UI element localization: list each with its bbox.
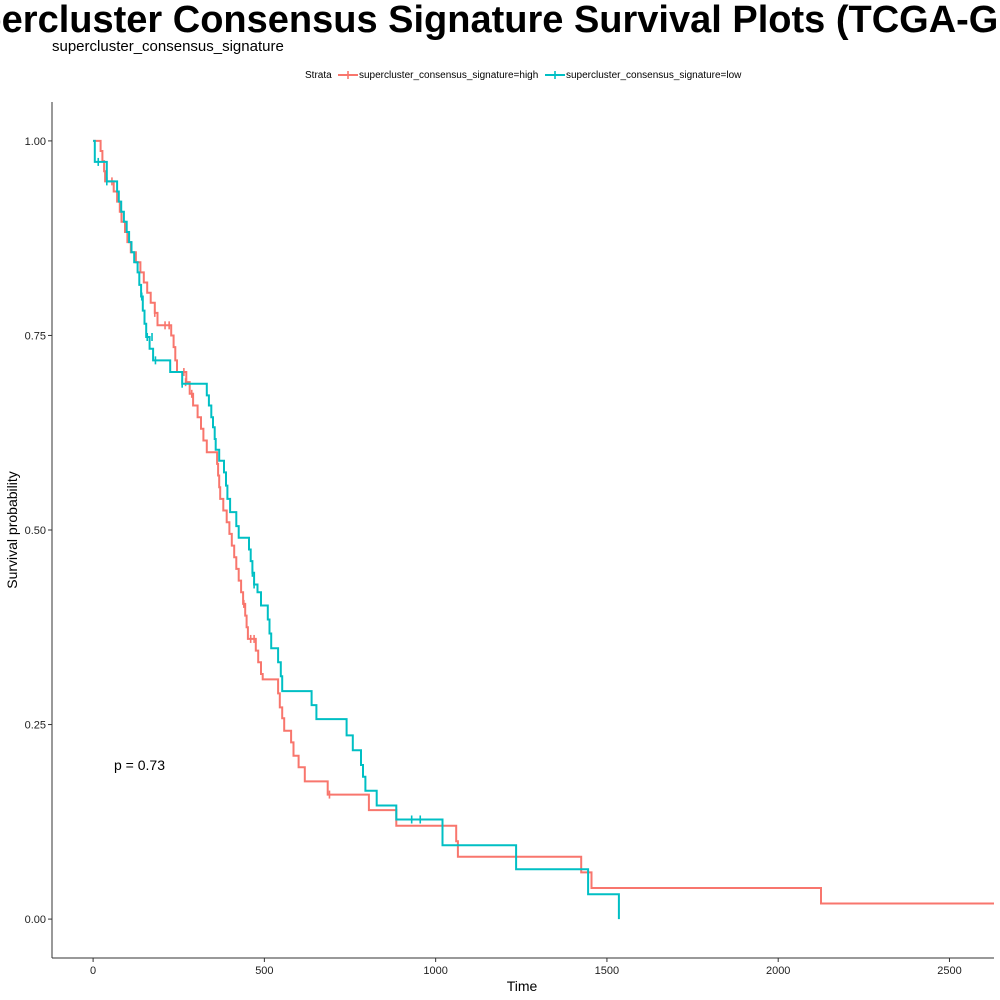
- legend-entry-label: supercluster_consensus_signature=high: [359, 70, 538, 81]
- y-axis-title: Survival probability: [4, 471, 20, 589]
- y-tick-label: 1.00: [25, 136, 46, 148]
- chart-title: Supercluster Consensus Signature Surviva…: [0, 0, 1000, 41]
- x-tick-label: 2000: [766, 965, 790, 977]
- legend-title: Strata: [305, 70, 332, 81]
- plot-panel: 0 500 1000 1500 2000 2500 0.00 0.25 0.50 0.75 1.0…: [25, 102, 994, 977]
- chart-subtitle: supercluster_consensus_signature: [52, 38, 284, 55]
- x-ticks: 0 500 1000 1500 2000 2500: [90, 958, 962, 977]
- x-tick-label: 500: [255, 965, 273, 977]
- x-tick-label: 0: [90, 965, 96, 977]
- survival-curve-high: [93, 139, 994, 905]
- y-tick-label: 0.00: [25, 914, 46, 926]
- legend-entry-label: supercluster_consensus_signature=low: [566, 70, 742, 81]
- x-tick-label: 2500: [937, 965, 961, 977]
- survival-curve-low: [93, 139, 620, 920]
- x-tick-label: 1500: [595, 965, 619, 977]
- x-axis-title: Time: [507, 978, 538, 994]
- x-tick-label: 1000: [423, 965, 447, 977]
- legend: Strata supercluster_consensus_signature=…: [305, 70, 742, 81]
- y-tick-label: 0.75: [25, 330, 46, 342]
- p-value-annotation: p = 0.73: [114, 757, 165, 773]
- y-tick-label: 0.50: [25, 525, 46, 537]
- series-layer: [93, 139, 994, 920]
- y-tick-label: 0.25: [25, 720, 46, 732]
- y-ticks: 0.00 0.25 0.50 0.75 1.00: [25, 136, 52, 926]
